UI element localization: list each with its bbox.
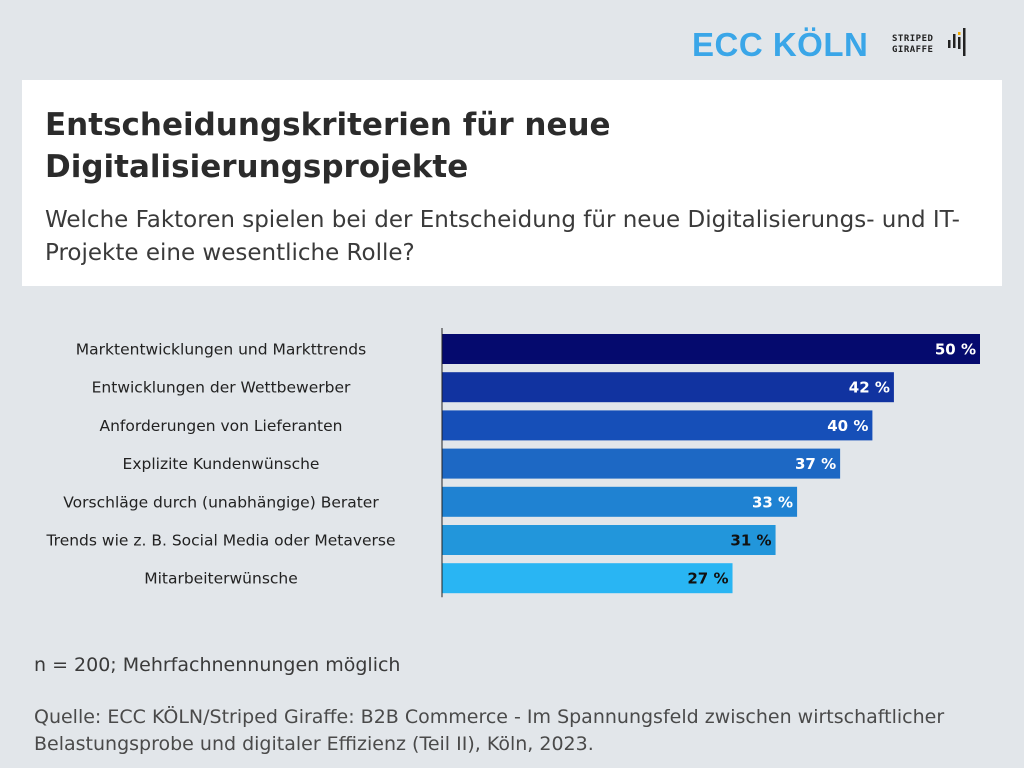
category-label: Anforderungen von Lieferanten	[100, 417, 343, 435]
category-label: Marktentwicklungen und Markttrends	[76, 341, 366, 359]
striped-giraffe-logo-line2: GIRAFFE	[892, 45, 934, 55]
value-label: 40 %	[827, 417, 868, 435]
chart-title: Entscheidungskriterien für neue Digitali…	[45, 107, 611, 185]
striped-giraffe-logo: STRIPED GIRAFFE	[892, 34, 933, 56]
category-label: Mitarbeiterwünsche	[144, 570, 298, 588]
source-citation: Quelle: ECC KÖLN/Striped Giraffe: B2B Co…	[34, 706, 945, 755]
bar	[442, 448, 841, 479]
ecc-koeln-logo: ECC KÖLN	[692, 26, 869, 63]
value-label: 42 %	[849, 379, 890, 397]
bar	[442, 486, 798, 517]
category-label: Entwicklungen der Wettbewerber	[92, 379, 351, 397]
bar-chart: 50 % Marktentwicklungen und Markttrends 42…	[45, 328, 980, 598]
value-label: 27 %	[687, 570, 728, 588]
value-label: 37 %	[795, 455, 836, 473]
value-label: 50 %	[935, 341, 976, 359]
bar	[442, 525, 776, 555]
striped-giraffe-mark-icon	[948, 28, 966, 56]
category-label: Trends wie z. B. Social Media oder Metav…	[45, 532, 395, 550]
bar	[442, 372, 894, 403]
category-label: Explizite Kundenwünsche	[123, 455, 320, 473]
bar	[442, 563, 733, 594]
bar	[442, 334, 980, 364]
value-label: 31 %	[730, 532, 771, 550]
chart-subtitle: Welche Faktoren spielen bei der Entschei…	[45, 207, 960, 266]
sample-note: n = 200; Mehrfachnennungen möglich	[34, 654, 401, 676]
category-label: Vorschläge durch (unabhängige) Berater	[63, 493, 379, 511]
title-panel: Entscheidungskriterien für neue Digitali…	[22, 80, 1002, 286]
striped-giraffe-logo-line1: STRIPED	[892, 34, 934, 44]
bar	[442, 410, 873, 441]
value-label: 33 %	[752, 493, 793, 511]
